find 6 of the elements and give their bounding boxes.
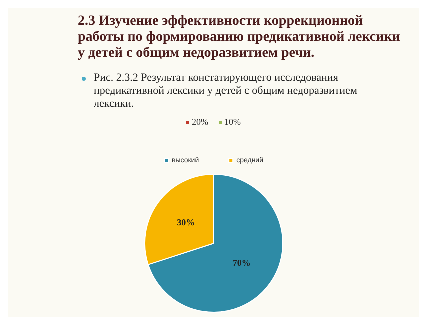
chart-subtitle: Рис. 2.3.2 Результат констатирующего исследования предикативной лексики у детей с общим недоразвитием лексики. [94, 72, 358, 111]
data-label: 30% [176, 218, 195, 228]
text: 10% [224, 117, 241, 127]
chart-title: 2.3 Изучение эффективности коррекционной работы по формированию предикативной лексики у детей с общим недоразвитием речи. [77, 13, 402, 62]
data-label: 70% [232, 258, 250, 268]
text: 20% [192, 117, 208, 127]
